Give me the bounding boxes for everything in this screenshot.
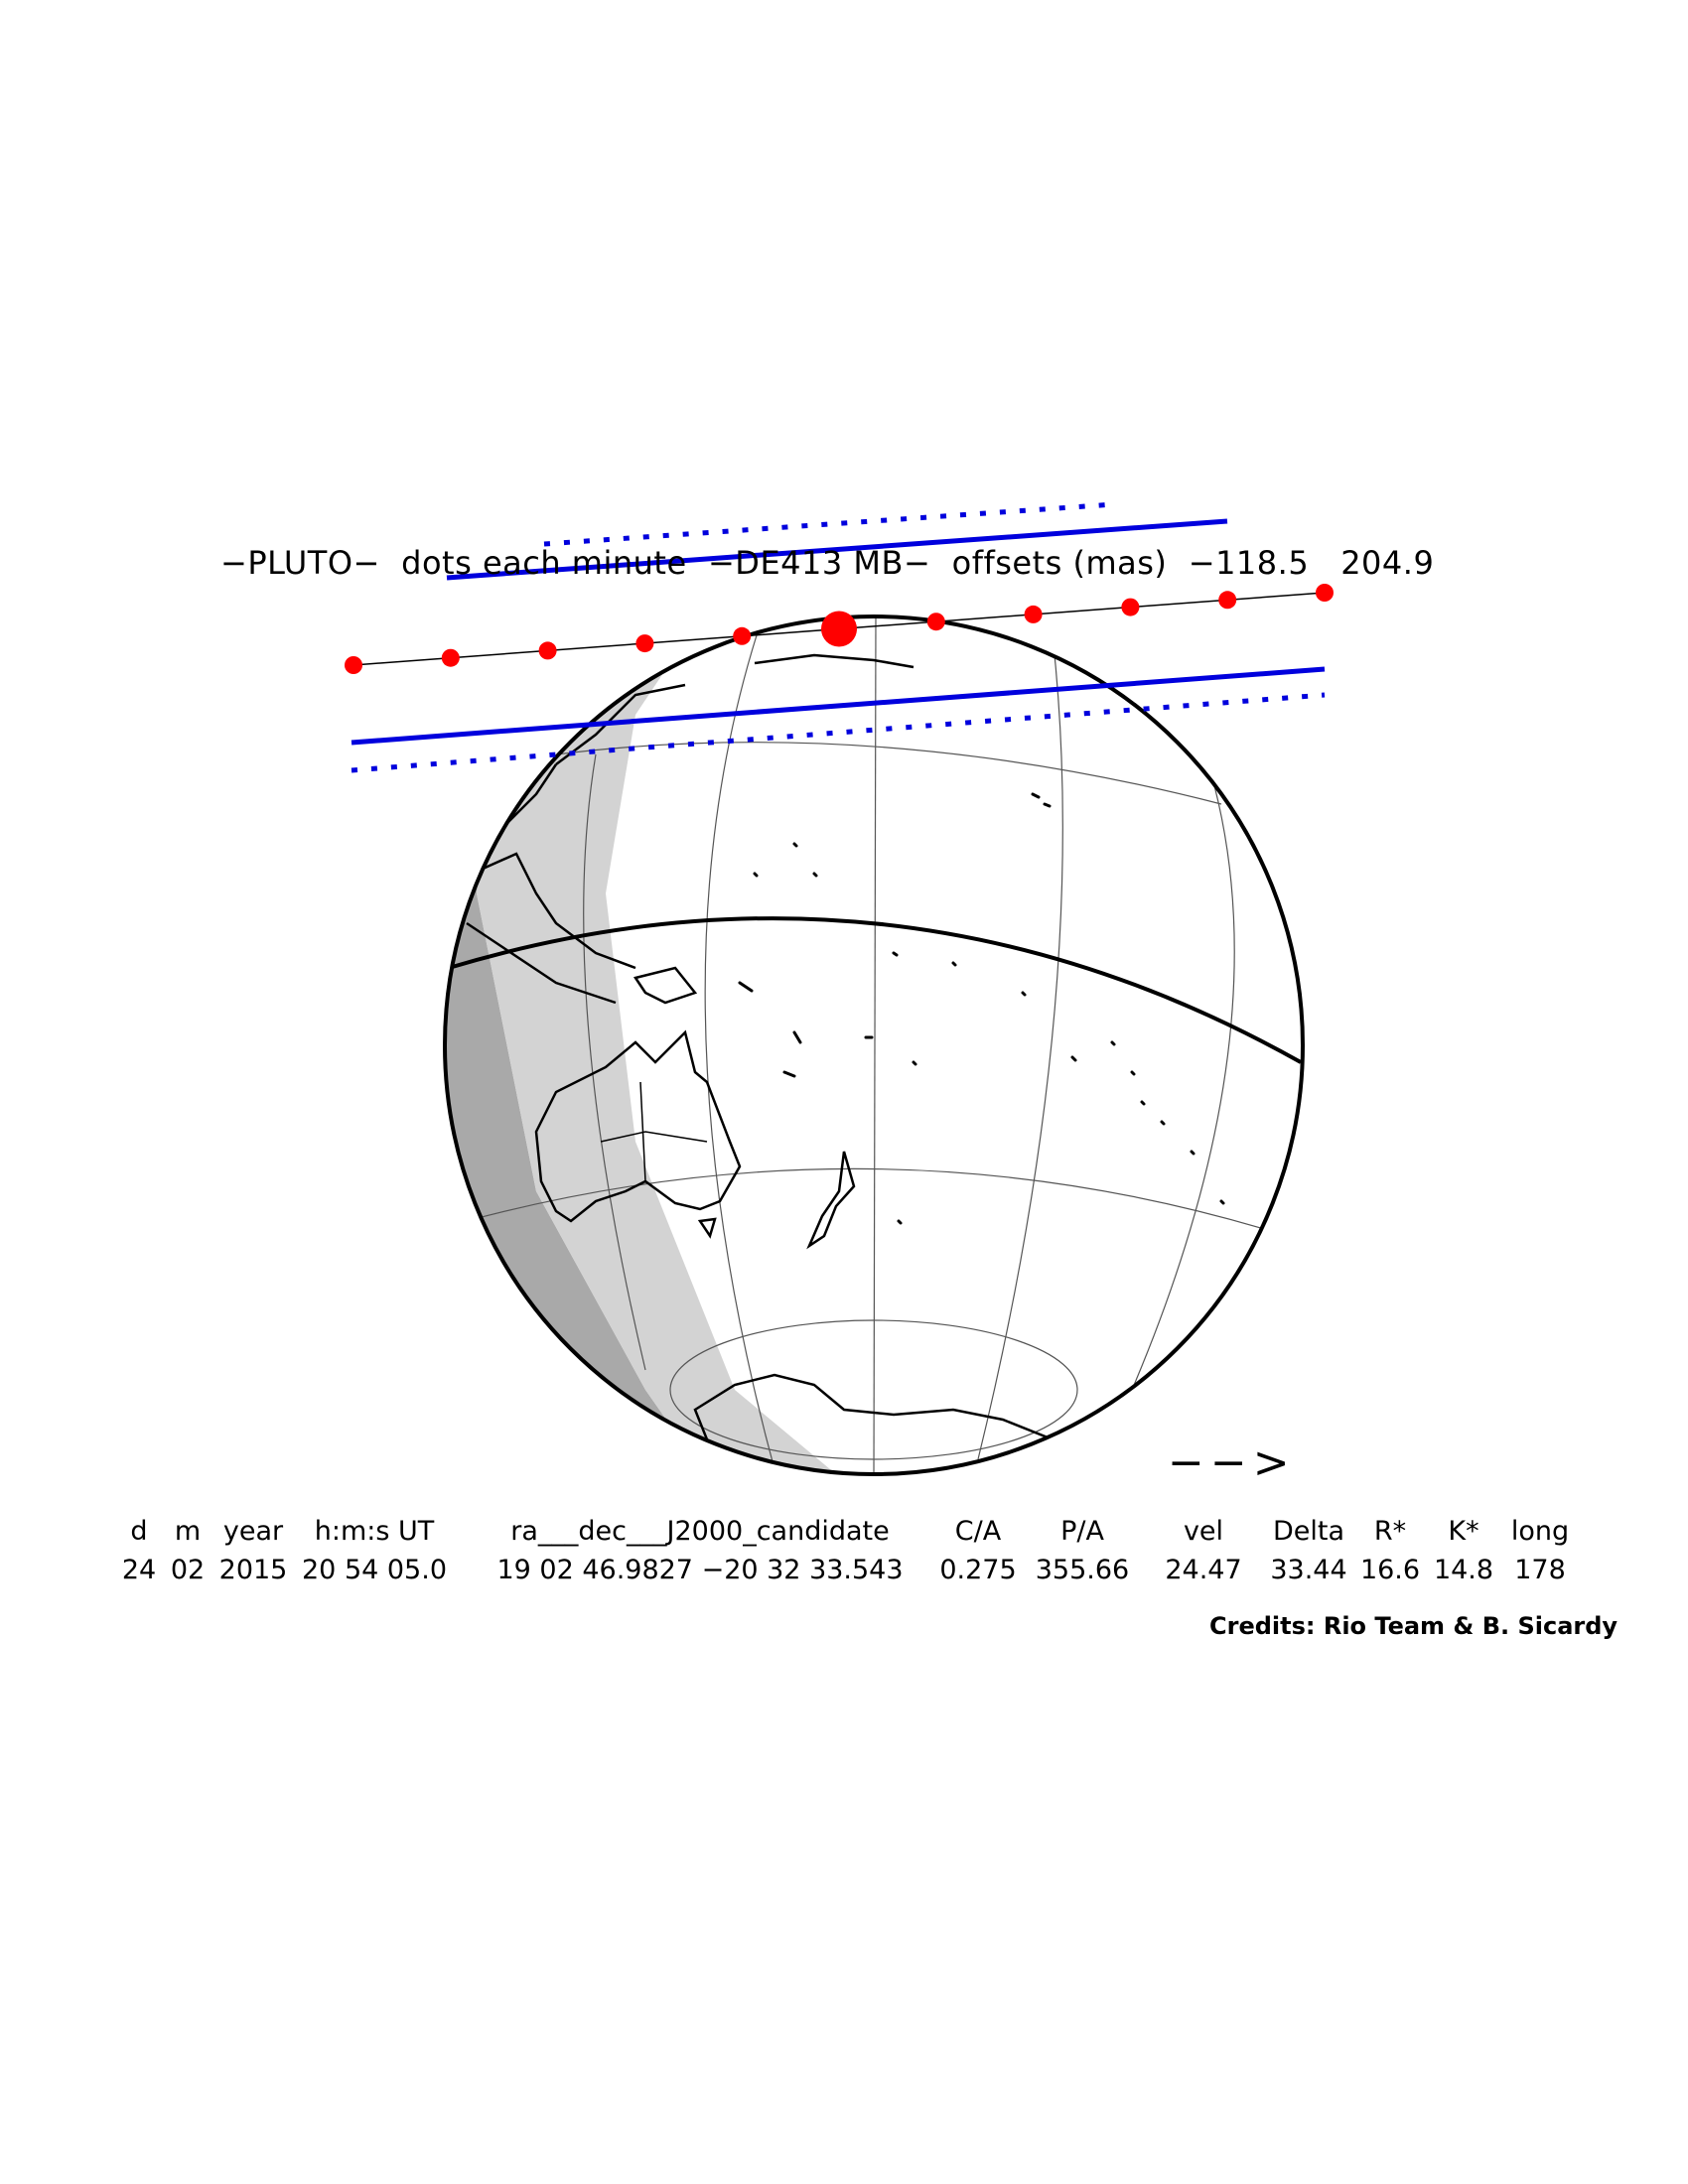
table-value: 14.8 <box>1433 1555 1494 1585</box>
night-shade-light <box>477 616 854 1474</box>
track-dot <box>345 656 362 674</box>
table-header: Delta <box>1272 1516 1345 1547</box>
south-limit-solid <box>351 666 1326 746</box>
track-dot <box>441 648 460 667</box>
table-header: m <box>174 1516 202 1547</box>
track-dot <box>635 634 654 653</box>
track-dot <box>1024 605 1043 623</box>
coastlines <box>466 653 1225 1474</box>
table-value: 355.66 <box>1035 1555 1130 1585</box>
table-header: vel <box>1183 1516 1224 1547</box>
page-title: −PLUTO− dots each minute −DE413 MB− offs… <box>220 544 1435 582</box>
central-track <box>345 584 1334 674</box>
direction-arrow-icon: −−> <box>1168 1437 1296 1488</box>
track-dot-central <box>821 611 857 647</box>
globe-outline <box>443 614 1305 1476</box>
table-header: long <box>1510 1516 1570 1547</box>
track-dot <box>538 641 557 660</box>
equator <box>448 916 1302 1064</box>
track-dot <box>1316 584 1334 602</box>
table-header: h:m:s UT <box>314 1516 435 1547</box>
south-limit-dotted <box>351 692 1326 773</box>
table-value: 24.47 <box>1165 1555 1242 1585</box>
table-value: 2015 <box>218 1555 288 1585</box>
track-dot <box>926 613 945 631</box>
table-header: year <box>222 1516 284 1547</box>
table-value: 16.6 <box>1359 1555 1421 1585</box>
new-guinea-coast <box>633 966 698 1005</box>
southeast-asia-coast <box>471 852 636 970</box>
table-value: 24 <box>121 1555 157 1585</box>
track-dot <box>1121 598 1140 616</box>
new-zealand-coast <box>806 1151 856 1250</box>
antarctica-coast <box>693 1373 1085 1474</box>
shadow-limits <box>351 501 1326 773</box>
credits: Credits: Rio Team & B. Sicardy <box>1209 1612 1618 1640</box>
track-dot <box>733 626 752 645</box>
track-dot <box>1218 591 1237 610</box>
table-value: 19 02 46.9827 −20 32 33.543 <box>496 1555 904 1585</box>
australia-coast <box>534 1029 742 1223</box>
table-value: 20 54 05.0 <box>302 1555 447 1585</box>
table-header: ra___dec___J2000_candidate <box>510 1516 890 1547</box>
table-header: P/A <box>1060 1516 1104 1547</box>
table-header: d <box>130 1516 148 1547</box>
table-value: 33.44 <box>1270 1555 1347 1585</box>
tasmania-coast <box>697 1217 717 1239</box>
table-value: 178 <box>1514 1555 1566 1585</box>
north-limit-solid <box>446 518 1228 581</box>
table-header: C/A <box>954 1516 1002 1547</box>
table-value: 02 <box>170 1555 206 1585</box>
table-value: 0.275 <box>939 1555 1017 1585</box>
graticule <box>466 616 1272 1474</box>
table-header: R* <box>1373 1516 1407 1547</box>
table-header: K* <box>1448 1516 1479 1547</box>
